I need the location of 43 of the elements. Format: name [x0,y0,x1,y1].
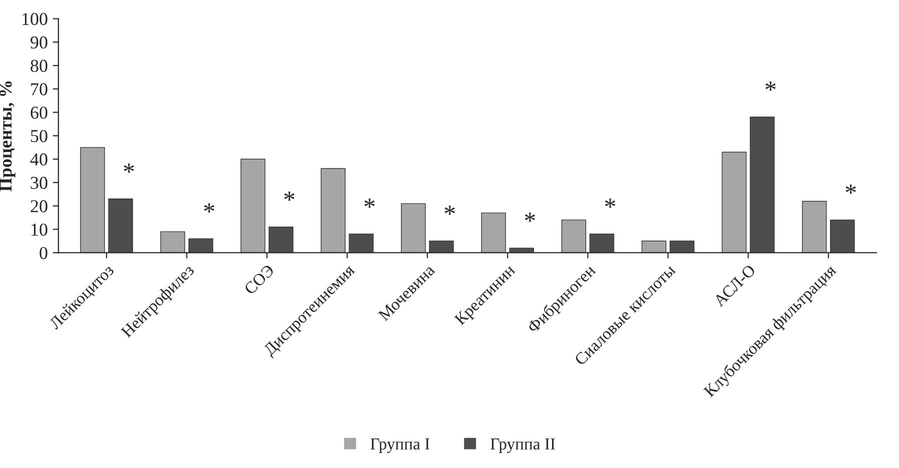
bar [348,234,374,253]
bar [670,240,694,253]
bar [400,203,426,253]
y-tick-label: 10 [32,224,48,236]
y-tick-label: 50 [31,130,48,142]
annotation: * [524,212,536,222]
bar [160,231,186,253]
y-tick-label: 90 [30,36,48,49]
annotation: * [204,203,214,212]
bar [750,116,775,253]
bar [589,234,614,253]
annotation: * [846,184,856,194]
annotation: * [124,164,134,173]
bar [268,226,294,253]
annotation: * [284,192,294,201]
y-tick-label: 60 [30,106,48,119]
bar [188,238,214,253]
bar [722,152,747,253]
annotation: * [444,206,455,215]
y-tick-label: 0 [40,246,48,260]
bar [561,220,586,253]
y-tick-label: 70 [31,83,48,96]
bar [240,158,266,253]
bar [320,168,346,253]
legend-label: Группа II [490,438,556,453]
bar [509,248,534,253]
legend-label: Группа I [370,438,430,453]
y-tick-label: 80 [30,60,48,72]
y-tick-label: 30 [30,176,48,189]
bar [108,198,133,253]
bar [830,220,855,253]
y-tick-label: 40 [30,153,48,166]
bar [80,147,105,253]
annotation: * [364,198,375,208]
y-tick-label: 20 [30,200,48,212]
bar [802,200,827,253]
annotation: * [605,198,616,208]
annotation: * [766,82,776,91]
bar [429,240,454,253]
bar [642,240,666,253]
y-tick-label: 100 [22,12,48,26]
bar [481,212,506,253]
y-axis-title: Проценты, % [0,81,16,192]
